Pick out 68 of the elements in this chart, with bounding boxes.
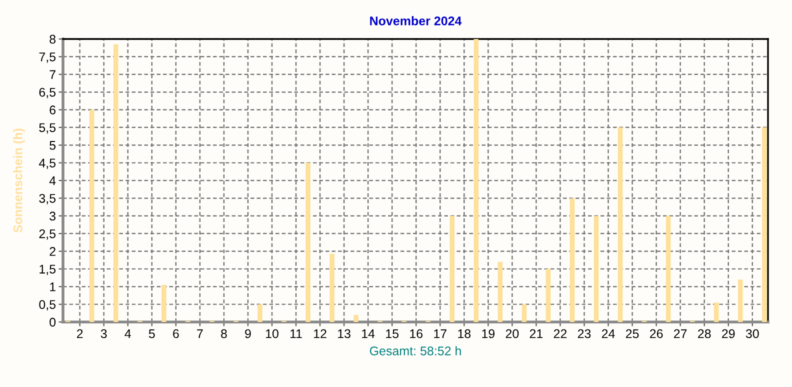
x-tick-label: 20 xyxy=(506,329,519,338)
x-tick-label: 5 xyxy=(148,329,155,338)
bar xyxy=(306,162,310,322)
y-tick-label: 8 xyxy=(50,34,56,44)
y-tick-label: 3 xyxy=(50,212,56,221)
x-tick-label: 8 xyxy=(221,329,227,338)
x-tick-label: 21 xyxy=(530,329,543,338)
x-tick-label: 23 xyxy=(578,329,591,338)
bar xyxy=(522,304,527,322)
y-tick-label: 0,5 xyxy=(39,300,56,310)
y-tick-label: 2,5 xyxy=(39,229,56,240)
y-tick-label: 2 xyxy=(50,247,56,256)
y-axis-title: Sonnenschein (h) xyxy=(13,128,25,233)
bar xyxy=(666,216,671,322)
y-tick-label: 6 xyxy=(50,106,56,114)
y-tick-label: 6,5 xyxy=(39,88,56,98)
y-tick-label: 1 xyxy=(50,282,56,292)
x-tick-label: 18 xyxy=(458,329,471,338)
x-tick-label: 2 xyxy=(76,329,83,338)
y-tick-label: 3,5 xyxy=(39,194,56,204)
x-tick-label: 30 xyxy=(746,329,759,338)
bar xyxy=(330,254,334,322)
x-tick-label: 4 xyxy=(124,329,131,338)
x-tick-label: 22 xyxy=(554,329,567,338)
bar xyxy=(113,44,118,322)
bar xyxy=(738,280,743,322)
x-tick-label: 29 xyxy=(722,329,735,338)
x-tick-label: 25 xyxy=(626,329,639,338)
x-tick-label: 17 xyxy=(434,329,446,338)
y-tick-label: 1,5 xyxy=(40,264,56,276)
x-tick-label: 26 xyxy=(650,329,663,338)
y-tick-label: 4,5 xyxy=(38,158,56,169)
bar xyxy=(762,127,767,322)
bar xyxy=(450,216,455,322)
y-tick-label: 7 xyxy=(50,70,56,79)
bar xyxy=(161,284,166,322)
x-tick-label: 9 xyxy=(245,329,251,338)
x-tick-label: 10 xyxy=(266,329,278,338)
bar xyxy=(546,268,551,322)
y-tick-label: 7,5 xyxy=(39,52,56,63)
x-tick-label: 11 xyxy=(290,329,302,338)
bar xyxy=(594,216,599,322)
x-tick-label: 12 xyxy=(314,329,326,338)
text: Gesamt: 58:52 h xyxy=(370,346,461,356)
bar xyxy=(354,314,358,322)
bar xyxy=(570,198,575,322)
bar xyxy=(498,262,503,322)
x-tick-label: 24 xyxy=(602,329,615,338)
bar xyxy=(618,127,623,322)
y-tick-label: 0 xyxy=(50,318,56,327)
bar xyxy=(258,304,262,322)
x-tick-label: 14 xyxy=(362,329,375,338)
x-tick-label: 15 xyxy=(386,329,399,338)
chart-title: November 2024 xyxy=(370,16,462,26)
y-tick-label: 5,5 xyxy=(39,123,56,134)
x-tick-label: 3 xyxy=(100,329,107,338)
y-tick-label: 4 xyxy=(49,176,56,186)
bar xyxy=(474,39,479,322)
bar xyxy=(89,110,94,322)
bar xyxy=(714,302,719,322)
x-tick-label: 16 xyxy=(410,329,423,338)
x-tick-label: 6 xyxy=(173,329,179,338)
x-tick-label: 7 xyxy=(197,329,203,338)
y-tick-label: 5 xyxy=(50,141,56,150)
x-tick-label: 28 xyxy=(698,329,711,338)
x-tick-label: 19 xyxy=(482,329,495,338)
x-tick-label: 13 xyxy=(338,329,350,338)
x-tick-label: 27 xyxy=(674,329,687,338)
